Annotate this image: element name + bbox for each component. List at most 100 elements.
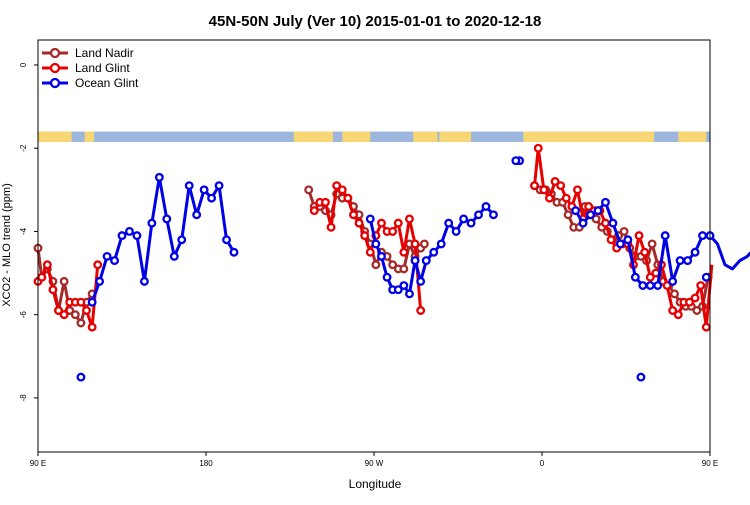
data-point	[416, 306, 426, 315]
chart-title: 45N-50N July (Ver 10) 2015-01-01 to 2020…	[209, 13, 542, 30]
legend-label: Ocean Glint	[75, 76, 139, 90]
data-point	[354, 218, 364, 228]
data-point	[76, 372, 86, 382]
data-point	[169, 251, 179, 261]
data-point	[309, 206, 319, 216]
legend-marker	[49, 62, 61, 74]
data-point	[343, 193, 353, 203]
data-point	[645, 281, 655, 290]
legend-label: Land Nadir	[75, 46, 134, 60]
data-point	[451, 226, 461, 236]
data-point	[192, 210, 202, 220]
data-point	[653, 281, 663, 290]
x-tick-label: 90 W	[365, 459, 384, 468]
data-point	[349, 210, 358, 220]
series-ocean-glint	[76, 156, 750, 382]
data-point	[690, 247, 700, 257]
data-point	[436, 239, 446, 249]
y-tick-label: -4	[19, 227, 28, 235]
data-point	[645, 272, 655, 282]
series-line	[313, 184, 423, 311]
land-band-segment	[38, 131, 72, 142]
data-point	[82, 306, 91, 315]
data-point	[421, 256, 431, 266]
data-point	[337, 185, 347, 195]
data-point	[685, 297, 694, 307]
data-point	[636, 372, 646, 382]
data-point	[571, 206, 581, 216]
y-tick-label: -6	[19, 311, 28, 319]
data-point	[634, 231, 644, 241]
data-point	[147, 218, 157, 228]
data-point	[207, 193, 217, 203]
data-point	[42, 260, 52, 270]
data-point	[37, 272, 47, 282]
data-point	[690, 293, 700, 303]
data-point	[416, 276, 426, 286]
data-point	[410, 256, 420, 266]
data-point	[539, 185, 549, 195]
data-point	[371, 260, 381, 270]
data-point	[466, 218, 476, 228]
data-point	[399, 247, 409, 257]
ocean-band	[38, 131, 710, 142]
data-point	[591, 214, 601, 224]
data-point	[545, 193, 554, 203]
y-tick-label: -8	[19, 394, 28, 402]
data-point	[670, 289, 679, 299]
land-band-segment	[413, 131, 438, 142]
data-point	[578, 218, 588, 228]
data-point	[184, 181, 194, 191]
data-point	[608, 218, 618, 228]
data-point	[199, 185, 209, 195]
data-point	[638, 281, 648, 290]
data-point	[474, 210, 483, 220]
data-point	[117, 231, 127, 241]
data-point	[326, 222, 336, 232]
data-point	[139, 276, 149, 286]
data-point	[365, 247, 375, 257]
data-point	[662, 281, 672, 290]
data-point	[606, 235, 616, 245]
data-point	[102, 251, 112, 261]
x-tick-label: 90 E	[702, 459, 718, 468]
x-tick-label: 90 E	[30, 459, 46, 468]
data-point	[640, 247, 650, 257]
data-point	[563, 210, 573, 220]
data-point	[692, 306, 702, 315]
data-point	[393, 285, 403, 295]
data-point	[481, 202, 491, 211]
data-point	[304, 185, 314, 195]
data-point	[76, 297, 86, 307]
data-point	[332, 181, 342, 191]
legend-marker	[49, 47, 61, 59]
y-axis-label: XCO2 - MLO trend (ppm)	[1, 183, 13, 306]
data-point	[125, 226, 134, 236]
land-band-segment	[84, 131, 94, 142]
data-point	[459, 214, 469, 224]
data-point	[683, 256, 693, 266]
data-point	[533, 143, 543, 153]
data-point	[365, 214, 375, 224]
data-point	[701, 272, 711, 282]
land-band-segment	[293, 131, 333, 142]
data-point	[110, 256, 119, 266]
data-point	[668, 306, 678, 315]
x-tick-label: 0	[540, 459, 545, 468]
data-point	[393, 218, 403, 228]
data-point	[388, 226, 398, 236]
data-point	[222, 235, 231, 245]
data-point	[584, 202, 594, 211]
data-point	[601, 218, 610, 228]
data-point	[593, 206, 603, 216]
land-band-segment	[439, 131, 472, 142]
data-point	[382, 272, 392, 282]
data-point	[377, 218, 386, 228]
data-point	[619, 226, 629, 236]
data-point	[630, 272, 640, 282]
data-point	[214, 181, 224, 191]
data-point	[371, 239, 381, 249]
data-point	[93, 260, 103, 270]
data-point	[405, 214, 414, 224]
